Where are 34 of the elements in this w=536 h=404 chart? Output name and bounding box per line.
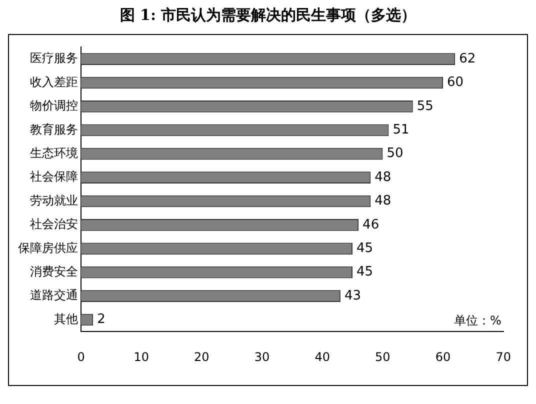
data-label: 48 bbox=[374, 170, 392, 185]
y-tick-label: 社会治安 bbox=[30, 217, 78, 232]
x-tick-label: 30 bbox=[254, 350, 270, 364]
y-tick-label: 收入差距 bbox=[30, 74, 78, 89]
data-label: 48 bbox=[374, 194, 392, 209]
data-label: 45 bbox=[356, 241, 374, 256]
x-tick-label: 50 bbox=[375, 350, 390, 364]
x-tick-label: 20 bbox=[194, 350, 210, 364]
x-tick-label: 0 bbox=[77, 350, 85, 364]
y-tick-label: 其他 bbox=[54, 312, 78, 326]
x-tick-label: 70 bbox=[496, 350, 512, 364]
data-label: 62 bbox=[459, 51, 476, 66]
y-tick-label: 保障房供应 bbox=[18, 240, 78, 255]
data-label: 51 bbox=[392, 122, 410, 138]
annotation: 单位：% bbox=[454, 314, 502, 328]
y-tick-label: 社会保障 bbox=[30, 170, 78, 184]
x-tick-label: 60 bbox=[435, 350, 451, 364]
y-tick-label: 医疗服务 bbox=[30, 51, 78, 66]
y-tick-label: 生态环境 bbox=[30, 146, 78, 160]
data-label: 55 bbox=[416, 98, 434, 114]
data-label: 2 bbox=[97, 312, 106, 328]
y-tick-label: 消费安全 bbox=[30, 264, 78, 278]
y-tick-label: 劳动就业 bbox=[30, 193, 78, 208]
x-tick-label: 10 bbox=[134, 350, 149, 364]
data-label: 60 bbox=[447, 75, 464, 90]
data-label: 50 bbox=[386, 146, 404, 162]
x-tick-label: 40 bbox=[314, 350, 330, 364]
y-tick-label: 教育服务 bbox=[30, 122, 78, 136]
chart-title: 图 1: 市民认为需要解决的民生事项（多选） bbox=[118, 6, 418, 26]
data-label: 43 bbox=[344, 288, 361, 304]
data-label: 45 bbox=[356, 264, 374, 280]
data-label: 46 bbox=[362, 217, 380, 232]
y-tick-label: 道路交通 bbox=[30, 288, 78, 302]
y-tick-label: 物价调控 bbox=[30, 98, 78, 113]
